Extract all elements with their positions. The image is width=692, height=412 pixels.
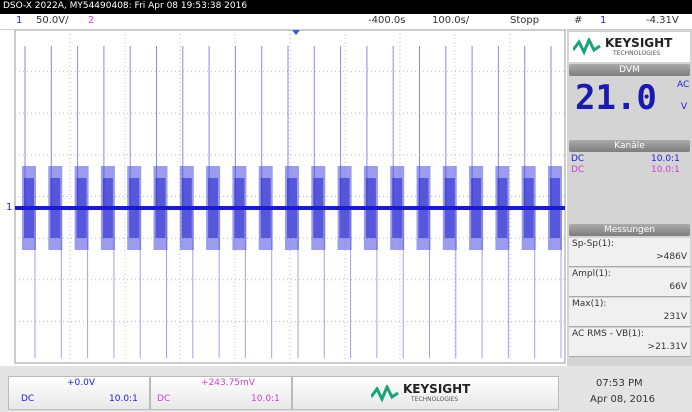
measurement-label: Max(1): <box>572 299 607 309</box>
dvm-header[interactable]: DVM <box>569 64 690 76</box>
time-offset[interactable]: -400.0s <box>368 15 406 26</box>
ch1-scale[interactable]: 50.0V/ <box>36 15 69 26</box>
sidebar-logo: KEYSIGHT TECHNOLOGIES <box>569 32 690 62</box>
ch2-box[interactable]: +243.75mV DC 10.0:1 <box>150 376 292 410</box>
ch1-footer-coupling: DC <box>21 394 35 404</box>
ch2-offset: +243.75mV <box>201 378 255 388</box>
measurement-value: >486V <box>656 252 687 262</box>
brand: KEYSIGHT <box>605 36 673 50</box>
measurement[interactable]: AC RMS - VB(1): >21.31V <box>569 328 690 357</box>
ch1-ground-marker: 1 <box>6 202 12 213</box>
ch1-offset: +0.0V <box>67 378 96 388</box>
ch2-footer-probe: 10.0:1 <box>251 394 280 404</box>
measurement-label: Ampl(1): <box>572 269 611 279</box>
measurement-value: 231V <box>663 312 687 322</box>
ch1-number[interactable]: 1 <box>16 15 23 26</box>
dvm-mode: AC <box>677 80 690 90</box>
title: DSO-X 2022A, MY54490408: Fri Apr 08 19:5… <box>3 1 248 11</box>
measurements-header[interactable]: Messungen <box>569 224 690 236</box>
dvm-reading: 21.0 <box>575 78 657 118</box>
footer: +0.0V DC 10.0:1 +243.75mV DC 10.0:1 KEYS… <box>0 366 692 412</box>
footer-brand: KEYSIGHT <box>403 382 471 396</box>
trigger-level[interactable]: -4.31V <box>646 15 679 26</box>
measurement[interactable]: Ampl(1): 66V <box>569 268 690 297</box>
trigger-channel[interactable]: 1 <box>600 15 607 26</box>
ch2-footer-coupling: DC <box>157 394 171 404</box>
measurement-label: AC RMS - VB(1): <box>572 329 644 339</box>
measurement-value: 66V <box>669 282 687 292</box>
measurement-label: Sp-Sp(1): <box>572 239 614 249</box>
measurement[interactable]: Max(1): 231V <box>569 298 690 327</box>
clock-date: Apr 08, 2016 <box>590 394 656 405</box>
trigger-position-marker <box>292 30 300 35</box>
ch1-probe: 10.0:1 <box>651 154 680 164</box>
waveform-area: 1 <box>6 30 566 364</box>
clock-time: 07:53 PM <box>596 378 643 389</box>
channels-header[interactable]: Kanäle <box>569 140 690 152</box>
title-bar: DSO-X 2022A, MY54490408: Fri Apr 08 19:5… <box>0 0 692 14</box>
footer-brand-sub: TECHNOLOGIES <box>411 396 459 403</box>
ch1-coupling: DC <box>571 154 585 164</box>
ch1-box[interactable]: +0.0V DC 10.0:1 <box>8 376 150 410</box>
measurement-value: >21.31V <box>647 342 687 352</box>
ch1-footer-probe: 10.0:1 <box>109 394 138 404</box>
dvm-unit: V <box>681 102 688 112</box>
ch2-coupling: DC <box>571 165 585 175</box>
ch2-probe: 10.0:1 <box>651 165 680 175</box>
time-scale[interactable]: 100.0s/ <box>432 15 470 26</box>
brand-sub: TECHNOLOGIES <box>613 50 661 57</box>
measurement[interactable]: Sp-Sp(1): >486V <box>569 238 690 267</box>
trigger-symbol: # <box>574 15 583 26</box>
footer-logo: KEYSIGHT TECHNOLOGIES <box>292 376 559 410</box>
sidebar: KEYSIGHT TECHNOLOGIES DVM 21.0 AC V Kanä… <box>567 30 692 366</box>
status-bar: 1 50.0V/ 2 -400.0s 100.0s/ Stopp # 1 -4.… <box>0 14 692 30</box>
logo-wave <box>573 38 601 56</box>
run-state[interactable]: Stopp <box>510 15 540 26</box>
footer-logo-wave <box>371 385 399 403</box>
ch2-number[interactable]: 2 <box>88 15 95 26</box>
